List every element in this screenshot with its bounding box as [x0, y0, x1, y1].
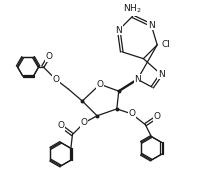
- Text: O: O: [57, 121, 64, 130]
- Text: O: O: [52, 75, 59, 84]
- Text: N: N: [115, 26, 122, 35]
- Text: O: O: [128, 109, 135, 118]
- Text: N: N: [148, 21, 155, 30]
- Text: O: O: [81, 118, 88, 127]
- Text: O: O: [97, 80, 104, 89]
- Text: O: O: [45, 52, 52, 61]
- Text: NH$_2$: NH$_2$: [123, 3, 142, 15]
- Text: N: N: [134, 75, 141, 84]
- Text: Cl: Cl: [161, 40, 170, 49]
- Text: N: N: [158, 70, 165, 79]
- Text: O: O: [154, 112, 161, 121]
